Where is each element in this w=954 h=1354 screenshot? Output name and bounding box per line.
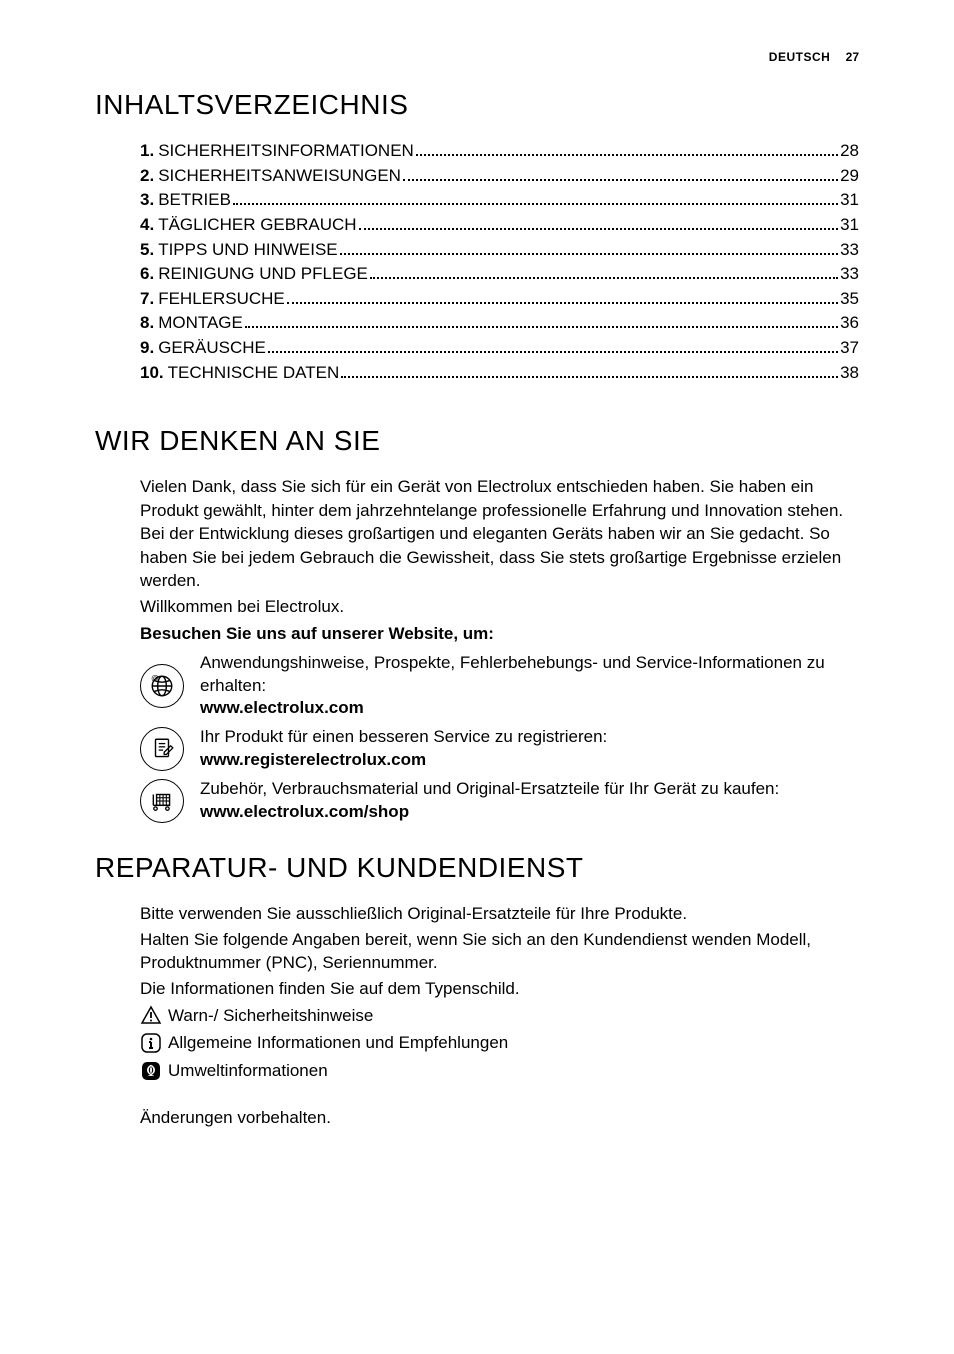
link-text: Ihr Produkt für einen besseren Service z…	[200, 726, 607, 772]
info-icon	[140, 1032, 162, 1054]
toc-number: 8.	[140, 311, 154, 336]
toc-row: 1. SICHERHEITSINFORMATIONEN 28	[140, 139, 859, 164]
toc-page: 35	[840, 287, 859, 312]
toc-page: 33	[840, 238, 859, 263]
toc-page: 36	[840, 311, 859, 336]
toc-row: 6. REINIGUNG UND PFLEGE 33	[140, 262, 859, 287]
toc-dots	[403, 179, 838, 181]
link-block: Ihr Produkt für einen besseren Service z…	[140, 726, 859, 772]
toc-page: 38	[840, 361, 859, 386]
toc-title: TECHNISCHE DATEN	[168, 361, 340, 386]
toc-title: GERÄUSCHE	[158, 336, 266, 361]
globe-icon	[140, 664, 184, 708]
toc-page: 37	[840, 336, 859, 361]
legend-row: Allgemeine Informationen und Empfehlunge…	[140, 1031, 859, 1054]
toc-number: 9.	[140, 336, 154, 361]
cart-icon	[140, 779, 184, 823]
toc-heading: INHALTSVERZEICHNIS	[95, 89, 859, 121]
toc-row: 2. SICHERHEITSANWEISUNGEN 29	[140, 164, 859, 189]
toc-dots	[359, 228, 839, 230]
service-line: Halten Sie folgende Angaben bereit, wenn…	[140, 928, 859, 975]
footer-note: Änderungen vorbehalten.	[140, 1106, 859, 1129]
link-text: Zubehör, Verbrauchsmaterial und Original…	[200, 778, 779, 824]
toc-page: 31	[840, 213, 859, 238]
toc-row: 7. FEHLERSUCHE 35	[140, 287, 859, 312]
toc-number: 7.	[140, 287, 154, 312]
toc-number: 3.	[140, 188, 154, 213]
service-line: Die Informationen finden Sie auf dem Typ…	[140, 977, 859, 1000]
toc-title: SICHERHEITSANWEISUNGEN	[158, 164, 401, 189]
toc-title: TÄGLICHER GEBRAUCH	[158, 213, 356, 238]
toc-dots	[341, 376, 838, 378]
link-url: www.electrolux.com	[200, 697, 859, 720]
toc-dots	[245, 326, 838, 328]
language-label: DEUTSCH	[769, 50, 831, 64]
toc-title: TIPPS UND HINWEISE	[158, 238, 337, 263]
toc-dots	[370, 277, 838, 279]
link-text: Anwendungshinweise, Prospekte, Fehlerbeh…	[200, 652, 859, 721]
link-block: Zubehör, Verbrauchsmaterial und Original…	[140, 778, 859, 824]
toc-page: 28	[840, 139, 859, 164]
legend-text: Warn-/ Sicherheitshinweise	[168, 1004, 373, 1027]
toc-title: MONTAGE	[158, 311, 243, 336]
service-body-block: Bitte verwenden Sie ausschließlich Origi…	[140, 902, 859, 1130]
toc-number: 1.	[140, 139, 154, 164]
toc-dots	[340, 253, 838, 255]
legend-text: Umweltinformationen	[168, 1059, 328, 1082]
toc-dots	[233, 203, 838, 205]
legend-row: Warn-/ Sicherheitshinweise	[140, 1004, 859, 1027]
warning-icon	[140, 1005, 162, 1027]
link-url: www.registerelectrolux.com	[200, 749, 607, 772]
register-icon	[140, 727, 184, 771]
eco-icon	[140, 1060, 162, 1082]
visit-label: Besuchen Sie uns auf unserer Website, um…	[140, 622, 859, 645]
toc-page: 33	[840, 262, 859, 287]
think-body-text: Vielen Dank, dass Sie sich für ein Gerät…	[140, 475, 859, 592]
toc-dots	[287, 302, 838, 304]
think-body-block: Vielen Dank, dass Sie sich für ein Gerät…	[140, 475, 859, 824]
service-line: Bitte verwenden Sie ausschließlich Origi…	[140, 902, 859, 925]
toc-number: 2.	[140, 164, 154, 189]
welcome-text: Willkommen bei Electrolux.	[140, 595, 859, 618]
link-url: www.electrolux.com/shop	[200, 801, 779, 824]
toc-page: 29	[840, 164, 859, 189]
page-number: 27	[846, 50, 859, 64]
toc-number: 6.	[140, 262, 154, 287]
toc-row: 9. GERÄUSCHE 37	[140, 336, 859, 361]
legend-text: Allgemeine Informationen und Empfehlunge…	[168, 1031, 508, 1054]
toc-row: 8. MONTAGE 36	[140, 311, 859, 336]
think-heading: WIR DENKEN AN SIE	[95, 425, 859, 457]
toc-title: SICHERHEITSINFORMATIONEN	[158, 139, 414, 164]
legend-row: Umweltinformationen	[140, 1059, 859, 1082]
toc-row: 3. BETRIEB 31	[140, 188, 859, 213]
toc-row: 5. TIPPS UND HINWEISE 33	[140, 238, 859, 263]
toc-title: BETRIEB	[158, 188, 231, 213]
toc-list: 1. SICHERHEITSINFORMATIONEN282. SICHERHE…	[140, 139, 859, 385]
toc-number: 5.	[140, 238, 154, 263]
toc-number: 10.	[140, 361, 164, 386]
toc-title: FEHLERSUCHE	[158, 287, 285, 312]
page-header: DEUTSCH 27	[95, 50, 859, 64]
toc-title: REINIGUNG UND PFLEGE	[158, 262, 368, 287]
toc-dots	[268, 351, 838, 353]
toc-row: 10. TECHNISCHE DATEN 38	[140, 361, 859, 386]
link-block: Anwendungshinweise, Prospekte, Fehlerbeh…	[140, 652, 859, 721]
toc-number: 4.	[140, 213, 154, 238]
toc-row: 4. TÄGLICHER GEBRAUCH 31	[140, 213, 859, 238]
service-heading: REPARATUR- UND KUNDENDIENST	[95, 852, 859, 884]
toc-dots	[416, 154, 838, 156]
toc-page: 31	[840, 188, 859, 213]
